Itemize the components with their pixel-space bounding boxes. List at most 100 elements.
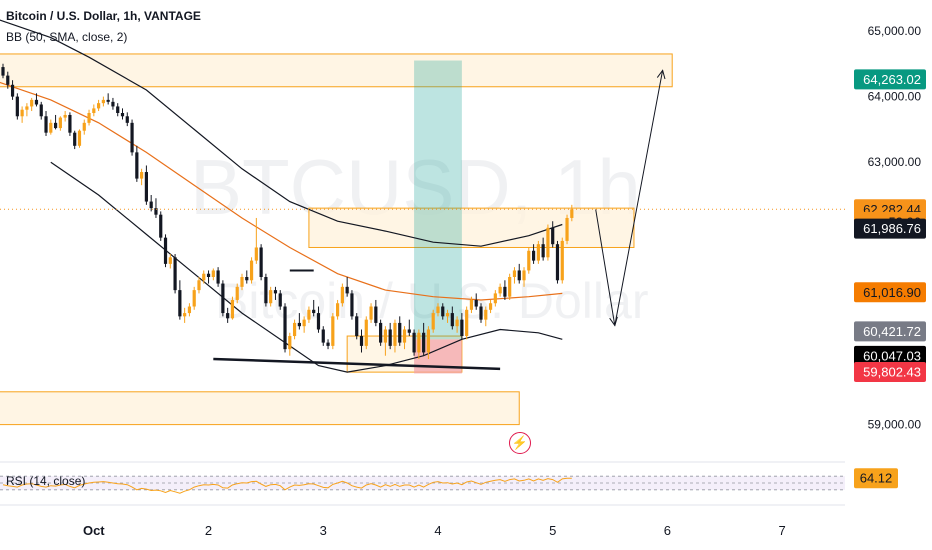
candle (135, 145, 139, 182)
candle (359, 329, 364, 353)
candle (560, 237, 564, 284)
candle (383, 326, 387, 356)
price-axis-bg (845, 0, 932, 550)
price-label: 64,263.02 (854, 69, 926, 90)
candle (183, 307, 187, 323)
price-label: 60,421.72 (854, 321, 926, 342)
candle-body (216, 270, 220, 284)
candle (254, 217, 258, 264)
candle (512, 267, 517, 284)
candle-body (173, 257, 177, 291)
price-label: 61,016.90 (854, 282, 926, 303)
candle-body (278, 293, 282, 307)
candle-body (364, 319, 368, 346)
candle (340, 283, 344, 307)
candle (541, 237, 545, 261)
candle (450, 306, 454, 330)
candle-body (374, 306, 378, 323)
candle (82, 119, 86, 135)
candle (312, 299, 316, 317)
candle (522, 267, 526, 287)
candle (168, 254, 172, 269)
candle (527, 247, 531, 274)
candle (479, 303, 483, 323)
candle (240, 273, 244, 291)
candle-body (551, 227, 555, 245)
candle (130, 119, 134, 156)
candle (350, 290, 354, 320)
indicator-legend-rsi[interactable]: RSI (14, close) (6, 474, 86, 488)
candle (206, 270, 211, 284)
candle (87, 109, 91, 126)
candle (101, 96, 105, 107)
candle-body (379, 322, 383, 343)
candle-body (264, 277, 268, 304)
drawings[interactable] (0, 69, 845, 371)
candle-body (560, 240, 564, 281)
candle-body (183, 313, 187, 317)
symbol-title[interactable]: Bitcoin / U.S. Dollar, 1h, VANTAGE (6, 9, 201, 23)
candle-body (249, 260, 254, 281)
candle-body (445, 313, 450, 317)
candle-body (388, 329, 392, 346)
indicator-legend-bb[interactable]: BB (50, SMA, close, 2) (6, 30, 128, 44)
candle (369, 303, 373, 323)
candle-body (202, 273, 206, 281)
candle-body (221, 283, 225, 314)
candle (68, 112, 72, 136)
candle (503, 280, 507, 300)
candle-body (517, 270, 521, 281)
rsi-value-label: 64.12 (854, 468, 898, 489)
price-label-bg (854, 282, 926, 303)
time-tick-label: 2 (205, 523, 212, 538)
candle (565, 214, 569, 245)
candle-body (49, 122, 53, 133)
candle (144, 165, 148, 205)
candle (44, 111, 48, 136)
time-axis[interactable]: Oct 2 3 4 5 6 7 (83, 523, 786, 538)
candle-body (269, 290, 273, 304)
rsi-pane (0, 475, 845, 494)
candle (345, 277, 349, 297)
candle (412, 329, 416, 356)
candle (517, 263, 521, 284)
zone-rect (0, 53, 673, 88)
candle (445, 309, 450, 323)
candle-body (20, 109, 24, 117)
candle (364, 316, 368, 350)
candle (407, 319, 411, 337)
bb-lower-line (50, 161, 563, 373)
candle-body (226, 313, 230, 319)
price-label-text: 60,047.03 (863, 348, 921, 363)
candle-body (25, 106, 29, 110)
candle-body (39, 104, 43, 117)
candle (302, 316, 306, 333)
candle (422, 322, 426, 356)
candle-body (321, 329, 325, 343)
price-axis[interactable]: 65,000.00 64,000.00 63,000.00 59,000.00 64,2… (845, 0, 932, 550)
candle (469, 296, 474, 314)
candle-body (512, 270, 517, 277)
candle-body (63, 114, 67, 118)
candle-body (245, 277, 249, 281)
candle-body (211, 270, 215, 277)
price-label-text: 61,986.76 (863, 221, 921, 236)
candle (536, 240, 540, 264)
candle (555, 240, 560, 284)
candle (493, 290, 497, 307)
candle-body (73, 132, 77, 146)
rsi-value-bg (854, 468, 898, 489)
price-label-text: 59,802.43 (863, 364, 921, 379)
candle-body (488, 303, 493, 310)
candle (120, 108, 125, 120)
candle-body (163, 237, 168, 264)
long-position-tool[interactable] (414, 60, 462, 374)
candle-body (522, 270, 526, 281)
candle (163, 234, 168, 268)
candle-body (135, 152, 139, 179)
candle-body (77, 130, 82, 146)
lightning-bolt-icon[interactable]: ⚡ (509, 432, 531, 454)
candle (297, 313, 301, 330)
candle-body (68, 114, 72, 133)
